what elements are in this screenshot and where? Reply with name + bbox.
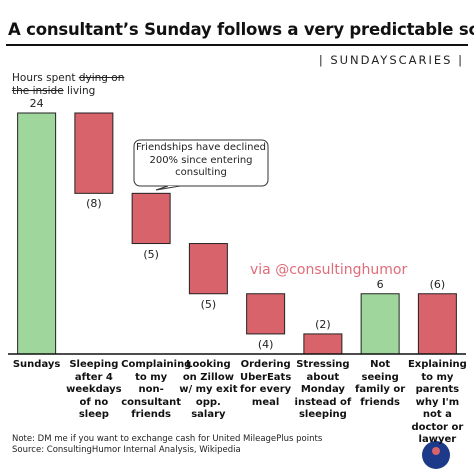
x-tick-label: Looking on Zillow w/ my exit opp. salary	[179, 359, 238, 420]
bar	[17, 112, 57, 355]
x-tick-label: Sundays	[12, 359, 61, 370]
bar	[417, 293, 457, 355]
x-tick-label: Stressing about Monday instead of sleepi…	[294, 359, 352, 420]
value-label: (5)	[143, 247, 159, 261]
annotation: Friendships have declined 200% since ent…	[136, 142, 266, 178]
x-tick-label: Sleeping after 4 weekdays of no sleep	[66, 359, 122, 420]
y-label-prefix: Hours spent	[12, 72, 76, 84]
annotation-pointer	[155, 185, 181, 191]
y-label-struck: dying on the inside	[12, 72, 125, 97]
value-label: 6	[376, 277, 384, 291]
bar	[188, 243, 228, 295]
watermark: via @consultinghumor	[250, 262, 408, 278]
y-label-suffix: living	[67, 85, 96, 97]
title-rule	[6, 44, 468, 46]
chart-title: A consultant’s Sunday follows a very pre…	[8, 20, 474, 39]
annotation-box	[133, 139, 269, 187]
value-label: (8)	[86, 197, 102, 211]
value-label: 24	[29, 97, 44, 110]
bar	[360, 293, 400, 355]
value-label: (6)	[429, 277, 446, 291]
logo-head	[432, 447, 440, 455]
bar	[303, 333, 343, 355]
x-tick-label: Explaining to my parents why I'm not a d…	[407, 359, 467, 445]
value-label: (2)	[315, 317, 331, 331]
bar	[131, 192, 171, 245]
tag: | SUNDAYSCARIES |	[318, 53, 464, 67]
notes: Note: DM me if you want to exchange cash…	[12, 434, 322, 456]
x-tick-label: Complaining to my non-consultant friends	[121, 359, 192, 420]
bar	[246, 293, 286, 335]
value-label: (4)	[257, 337, 274, 351]
bar	[74, 112, 114, 194]
y-axis-label: Hours spent dying on the inside living	[12, 72, 132, 98]
x-tick-label: Not seeing family or friends	[355, 359, 406, 408]
note-line: Source: ConsultingHumor Internal Analysi…	[12, 445, 241, 455]
note-line: Note: DM me if you want to exchange cash…	[12, 434, 323, 444]
x-tick-label: Ordering UberEats for every meal	[239, 359, 292, 408]
value-label: (5)	[200, 297, 217, 311]
